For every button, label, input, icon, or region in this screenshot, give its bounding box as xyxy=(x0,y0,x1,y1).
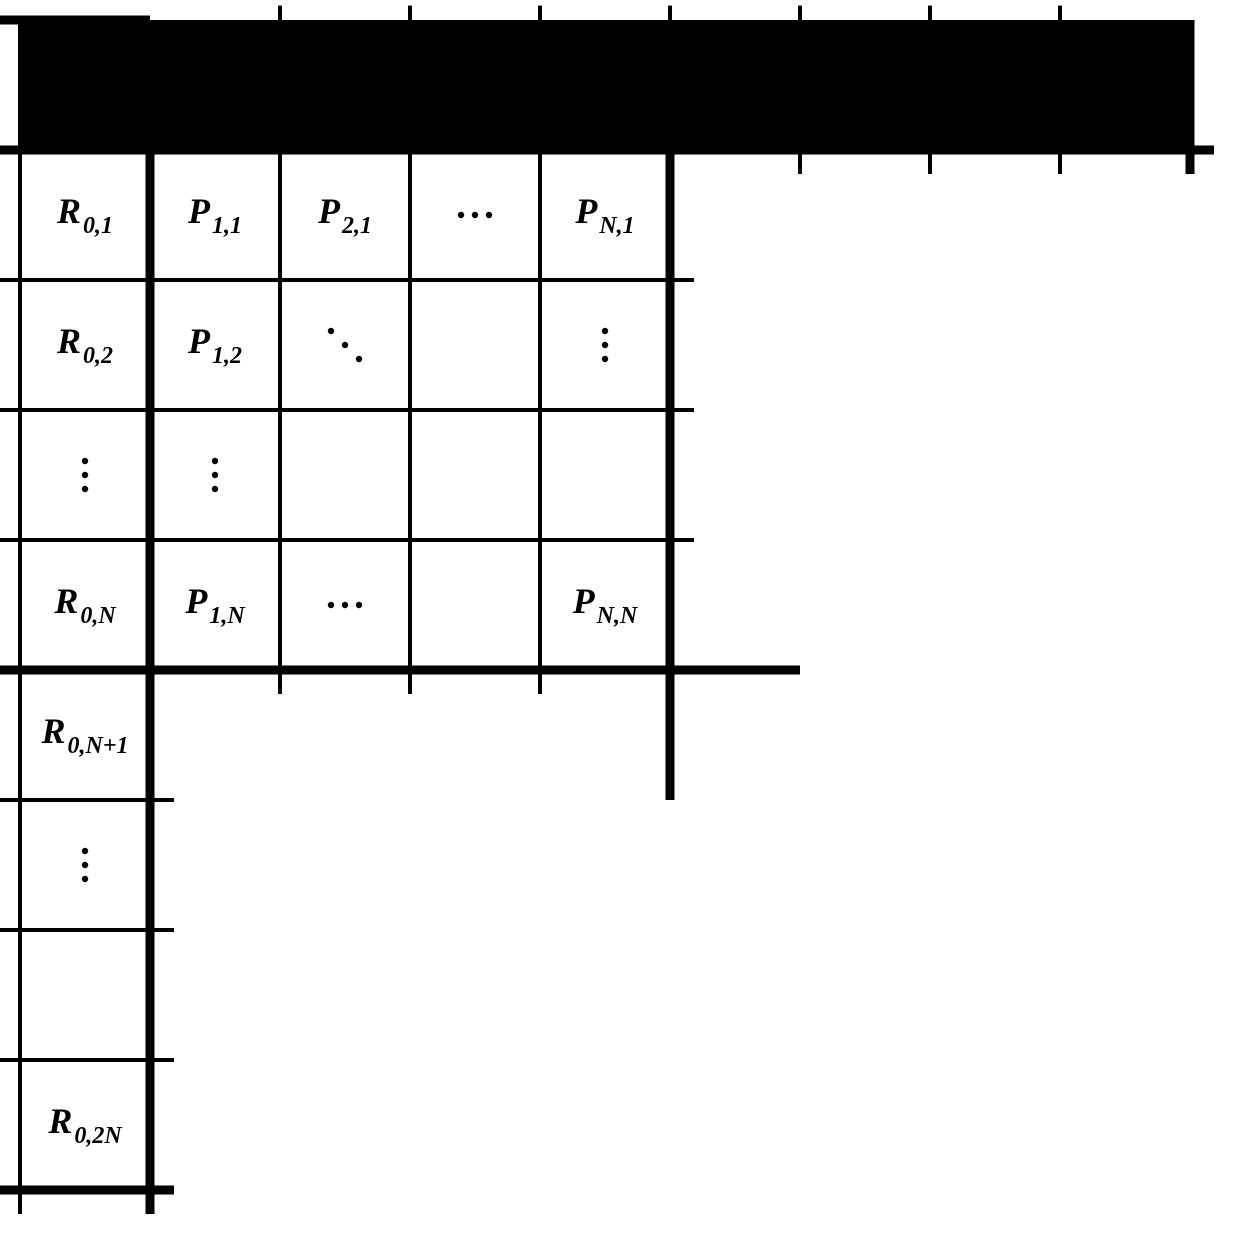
svg-text:R0,2N: R0,2N xyxy=(47,1101,123,1148)
svg-text:PN,1: PN,1 xyxy=(574,191,634,238)
cell-P-1-1: P1,1 xyxy=(187,191,242,238)
header-black-band xyxy=(20,20,1190,150)
grid-svg: R0,1 P1,1 P2,1 PN,1 R0,2 P1,2 R0,N P1,N PN,N R0,N… xyxy=(0,0,1240,1237)
svg-text:P1,1: P1,1 xyxy=(187,191,242,238)
svg-text:R0,N: R0,N xyxy=(53,581,117,628)
svg-text:PN,N: PN,N xyxy=(572,581,639,628)
cell-P-1-2: P1,2 xyxy=(187,321,242,368)
svg-text:P1,2: P1,2 xyxy=(187,321,242,368)
diagram-canvas: R0,1 P1,1 P2,1 PN,1 R0,2 P1,2 R0,N P1,N PN,N R0,N… xyxy=(0,0,1240,1237)
cell-P-1-N: P1,N xyxy=(184,581,246,628)
cell-R-0-1: R0,1 xyxy=(56,191,113,238)
cell-R-0-2N: R0,2N xyxy=(47,1101,123,1148)
svg-text:R0,N+1: R0,N+1 xyxy=(40,711,128,758)
cell-R-0-N: R0,N xyxy=(53,581,117,628)
cell-P-N-1: PN,1 xyxy=(574,191,634,238)
svg-text:P1,N: P1,N xyxy=(184,581,246,628)
cell-P-N-N: PN,N xyxy=(572,581,639,628)
cell-P-2-1: P2,1 xyxy=(317,191,372,238)
svg-text:R0,2: R0,2 xyxy=(56,321,113,368)
svg-text:R0,1: R0,1 xyxy=(56,191,113,238)
svg-text:P2,1: P2,1 xyxy=(317,191,372,238)
cell-R-0-N-1: R0,N+1 xyxy=(40,711,128,758)
cell-R-0-2: R0,2 xyxy=(56,321,113,368)
